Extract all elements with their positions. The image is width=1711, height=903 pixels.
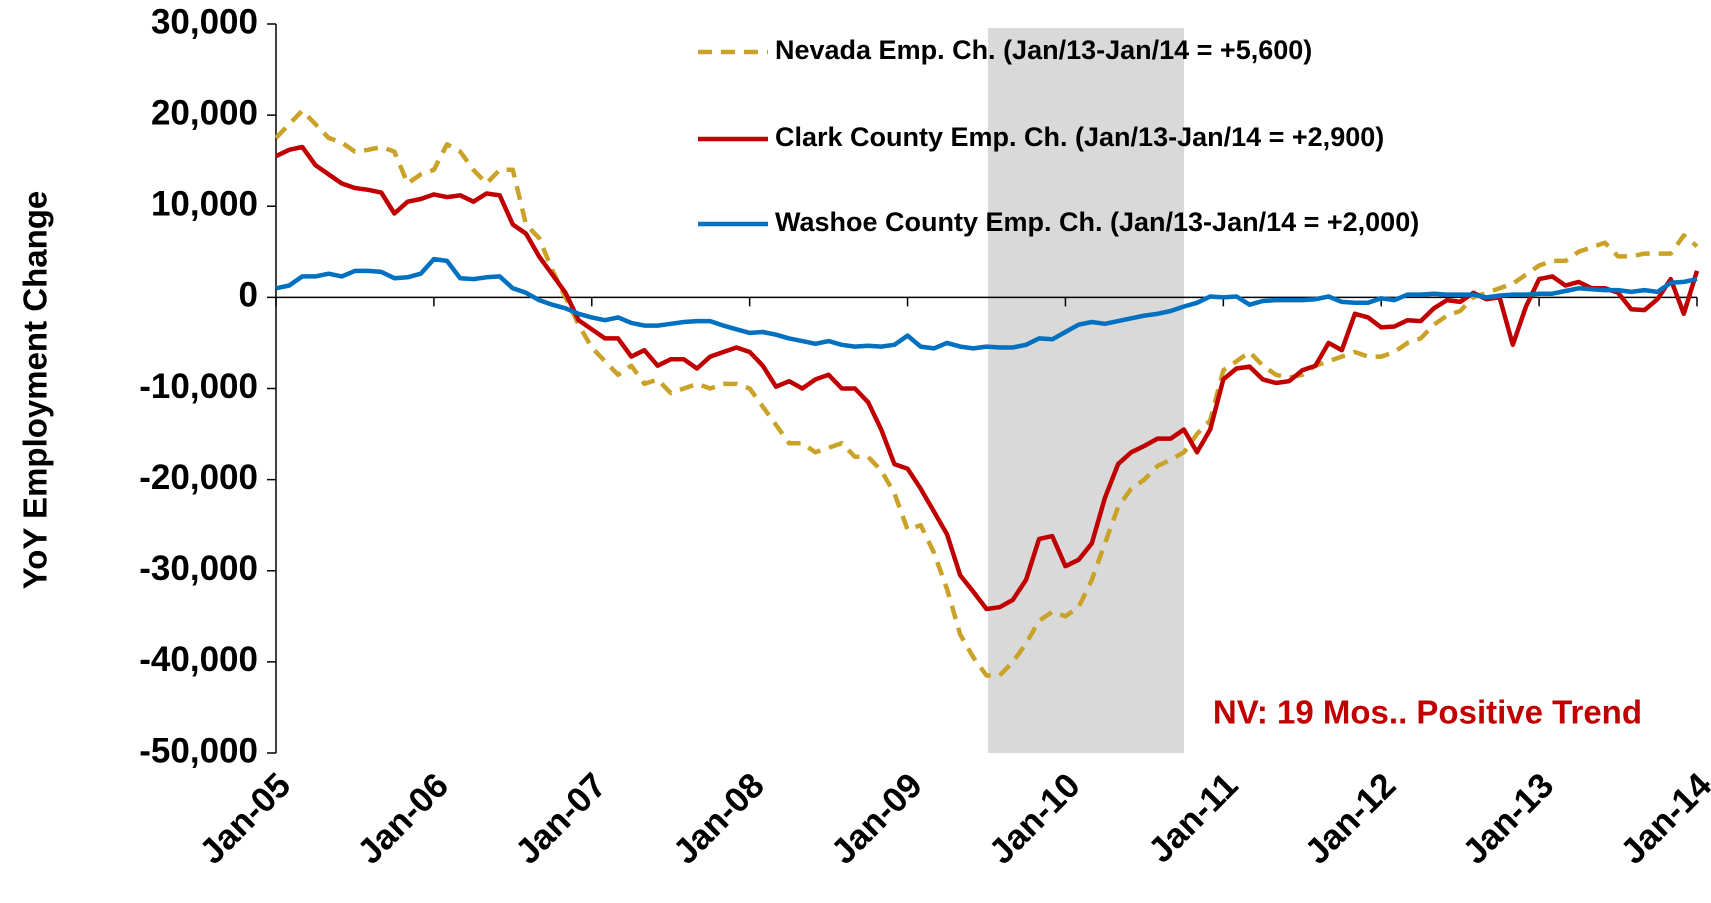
x-tick-label: Jan-14 <box>1613 765 1711 871</box>
y-tick-label: -50,000 <box>139 731 258 770</box>
y-tick-label: 20,000 <box>151 93 258 132</box>
y-tick-label: 0 <box>239 276 258 315</box>
x-tick-label: Jan-11 <box>1141 766 1246 871</box>
recession-shade <box>988 28 1184 753</box>
y-tick-label: -10,000 <box>139 367 258 406</box>
x-tick-label: Jan-13 <box>1455 766 1561 872</box>
series-line <box>275 144 1700 612</box>
legend-label: Nevada Emp. Ch. (Jan/13-Jan/14 = +5,600) <box>775 35 1312 65</box>
y-tick-label: 30,000 <box>151 2 258 41</box>
x-tick-label: Jan-08 <box>666 766 772 872</box>
x-tick-label: Jan-09 <box>824 766 930 872</box>
x-tick-label: Jan-05 <box>192 766 298 872</box>
legend-label: Clark County Emp. Ch. (Jan/13-Jan/14 = +… <box>775 122 1384 152</box>
y-tick-label: -40,000 <box>139 640 258 679</box>
y-axis-title: YoY Employment Change <box>17 191 54 590</box>
series-line <box>275 256 1698 351</box>
annotation: NV: 19 Mos.. Positive Trend <box>1213 694 1642 731</box>
legend-label: Washoe County Emp. Ch. (Jan/13-Jan/14 = … <box>775 207 1419 237</box>
series-line <box>274 108 1699 678</box>
y-tick-label: -30,000 <box>139 549 258 588</box>
x-tick-label: Jan-12 <box>1297 766 1403 872</box>
y-tick-label: 10,000 <box>151 185 258 224</box>
y-tick-label: -20,000 <box>139 458 258 497</box>
x-tick-label: Jan-06 <box>350 766 456 872</box>
x-tick-label: Jan-10 <box>982 766 1088 872</box>
x-tick-label: Jan-07 <box>508 766 614 872</box>
